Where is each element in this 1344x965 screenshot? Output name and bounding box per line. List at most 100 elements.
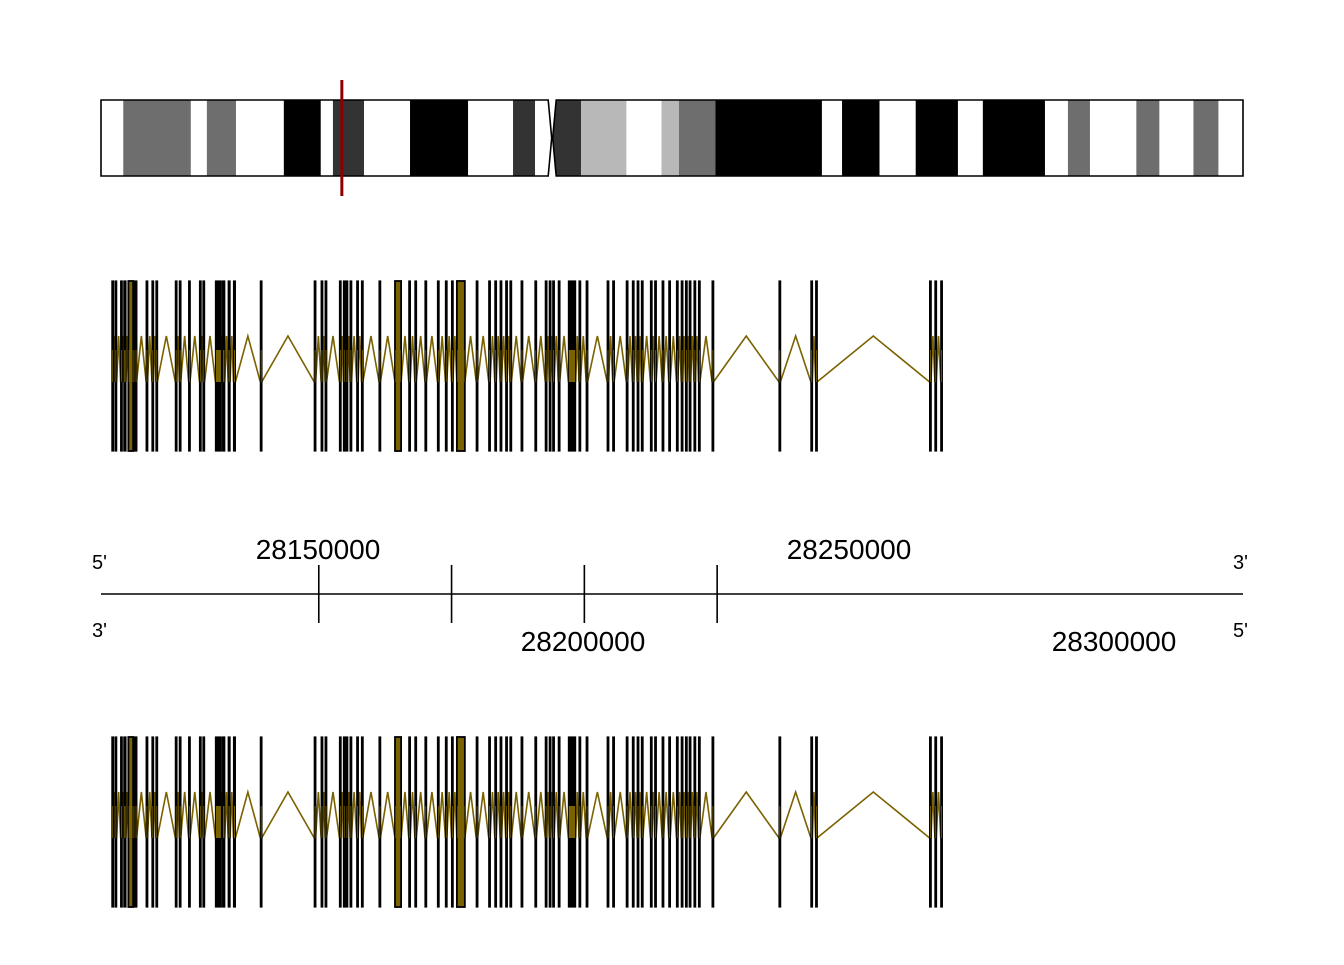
intron-line: [135, 791, 147, 839]
chromosome-arm-p-outline: [100, 99, 553, 177]
exon-utr-band: [321, 350, 323, 382]
exon-utr-band: [613, 350, 614, 382]
cytoband-gneg: [821, 100, 843, 176]
intron-line: [712, 790, 780, 839]
cytoband-gpos100: [842, 100, 880, 176]
exon-utr-band: [346, 350, 348, 382]
exon-utr-band: [156, 350, 158, 382]
intron-line: [779, 789, 812, 839]
exon-utr-band: [500, 806, 502, 838]
exon-utr-band: [685, 350, 687, 382]
intron-line: [179, 791, 190, 839]
intron-line: [438, 791, 447, 839]
exon-utr-band: [128, 806, 133, 838]
intron-line: [655, 791, 663, 839]
intron-line: [662, 791, 670, 839]
intron-line: [641, 791, 652, 839]
exon-utr-band: [535, 806, 537, 838]
intron-line: [510, 335, 522, 383]
intron-line: [712, 334, 780, 383]
intron-line: [234, 332, 262, 383]
cytoband-gpos50: [1067, 100, 1090, 176]
exon-utr-band: [350, 806, 352, 838]
intron-line: [314, 335, 322, 383]
cytoband-gpos100: [915, 100, 958, 176]
exon-utr-band: [451, 350, 453, 382]
cytoband-gneg: [535, 100, 553, 176]
exon-utr-band: [579, 806, 581, 838]
exon-utr-band: [586, 350, 588, 382]
cytoband-gneg: [1159, 100, 1194, 176]
intron-line: [641, 335, 652, 383]
intron-line: [586, 791, 608, 839]
intron-line: [662, 335, 670, 383]
exon-utr-band: [655, 350, 656, 382]
exon-utr-band: [124, 806, 126, 838]
exon-utr-band: [712, 350, 714, 382]
strand-label-bottom-left: 3': [92, 620, 107, 642]
exon-utr-band: [662, 806, 664, 838]
exon-utr-band: [641, 350, 643, 382]
cytoband-gneg: [1044, 100, 1068, 176]
intron-line: [203, 791, 217, 839]
exon-utr-band: [124, 350, 126, 382]
exon-utr-band: [694, 350, 696, 382]
intron-line: [521, 791, 536, 839]
exon-utr-band: [811, 350, 813, 382]
intron-line: [699, 791, 713, 839]
exon-utr-band: [425, 806, 427, 838]
cytoband-gneg: [101, 100, 124, 176]
exon-utr-band: [669, 350, 671, 382]
exon-utr-band: [233, 350, 235, 382]
exon-utr-band: [930, 350, 931, 382]
exon-utr-band: [361, 806, 363, 838]
intron-line: [558, 791, 570, 839]
exon-utr-band: [199, 350, 201, 382]
intron-line: [362, 335, 380, 383]
exon-utr-band: [650, 806, 652, 838]
exon-utr-band: [409, 806, 411, 838]
intron-line: [156, 335, 177, 383]
exon-utr-band: [314, 806, 316, 838]
exon-utr-band: [632, 350, 634, 382]
cytoband-gpos50: [1193, 100, 1219, 176]
intron-line: [535, 335, 547, 383]
exon-utr-band: [395, 350, 401, 382]
intron-line: [314, 791, 322, 839]
cytoband-gneg: [957, 100, 983, 176]
exon-utr-band: [215, 806, 221, 838]
intron-line: [521, 335, 536, 383]
gene-model-bottom: [111, 736, 943, 908]
exon-utr-band: [437, 806, 439, 838]
cytoband-gneg: [320, 100, 333, 176]
exon-utr-band: [637, 350, 639, 382]
exon-utr-band: [346, 806, 348, 838]
exon-utr-band: [228, 806, 230, 838]
exon-utr-band: [935, 350, 937, 382]
exon-utr-band: [510, 806, 512, 838]
intron-line: [379, 791, 396, 839]
tick-label: 28200000: [521, 626, 646, 657]
cytoband-gpos50: [206, 100, 236, 176]
intron-line: [189, 791, 201, 839]
exon-utr-band: [941, 350, 942, 382]
exon-utr-band: [637, 806, 639, 838]
intron-line: [325, 791, 341, 839]
exon-utr-band: [135, 806, 137, 838]
intron-line: [362, 791, 380, 839]
strand-label-bottom-right: 5': [1233, 620, 1248, 642]
cytoband-gpos25: [581, 100, 627, 176]
exon-utr-band: [712, 806, 714, 838]
exon-utr-band: [223, 806, 225, 838]
exon-utr-band: [816, 806, 817, 838]
exon-utr-band: [115, 350, 117, 382]
exon-utr-band: [685, 806, 687, 838]
exon-utr-band: [395, 806, 401, 838]
chromosome-arm-q-outline: [551, 99, 1244, 177]
exon-utr-band: [179, 806, 181, 838]
intron-line: [779, 333, 812, 383]
exon-utr-band: [689, 806, 691, 838]
exon-utr-band: [535, 350, 537, 382]
cytoband-gpos100: [410, 100, 469, 176]
